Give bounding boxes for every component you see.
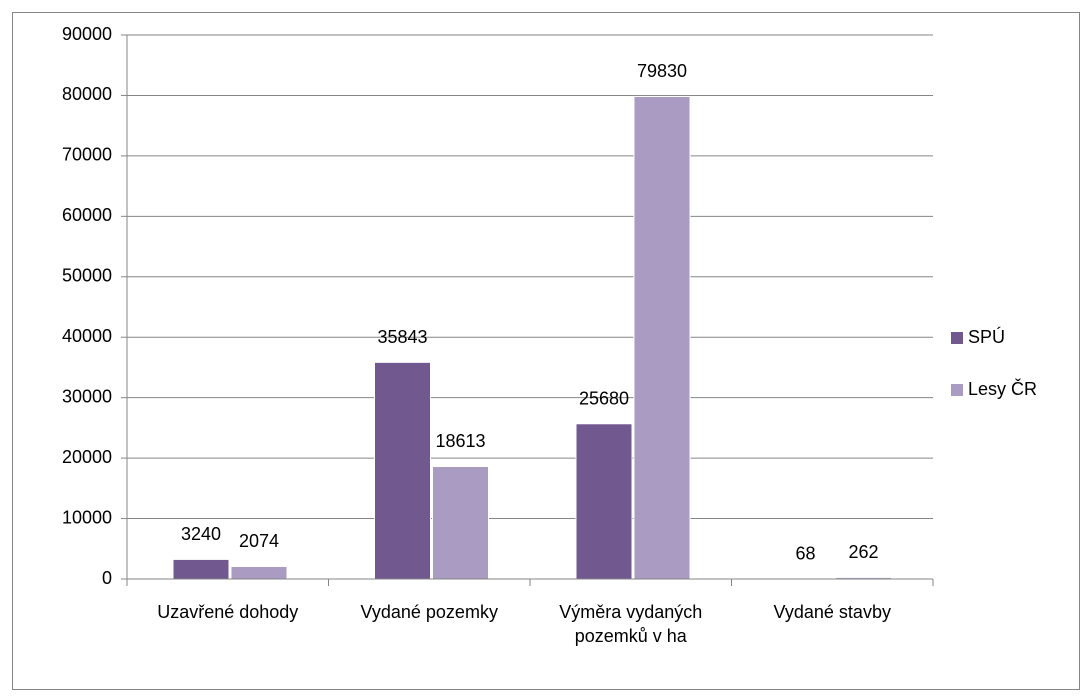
y-tick-label: 50000 xyxy=(62,266,112,286)
data-label: 2074 xyxy=(239,531,279,551)
bar xyxy=(633,95,691,580)
bar xyxy=(575,423,633,580)
data-label: 18613 xyxy=(435,431,485,451)
data-label: 25680 xyxy=(579,389,629,409)
y-tick-label: 0 xyxy=(102,568,112,588)
data-label: 262 xyxy=(848,542,878,562)
bar xyxy=(432,465,489,580)
y-tick-label: 70000 xyxy=(62,145,112,165)
y-tick-label: 20000 xyxy=(62,447,112,467)
data-label: 68 xyxy=(795,543,815,563)
bar xyxy=(374,361,431,580)
legend-swatch xyxy=(951,332,963,344)
y-tick-label: 80000 xyxy=(62,84,112,104)
y-tick-label: 30000 xyxy=(62,386,112,406)
x-tick-label: Uzavřené dohody xyxy=(157,602,299,622)
bar xyxy=(172,558,230,580)
x-tick-label: Vydané pozemky xyxy=(360,602,498,622)
legend-label: SPÚ xyxy=(968,326,1005,347)
x-tick-label: Výměra vydaných pozemků v ha xyxy=(559,602,703,646)
bar xyxy=(230,565,288,580)
chart-border xyxy=(12,12,1080,690)
y-tick-label: 10000 xyxy=(62,507,112,527)
legend-swatch xyxy=(951,384,963,396)
y-tick-label: 60000 xyxy=(62,205,112,225)
y-tick-label: 40000 xyxy=(62,326,112,346)
data-label: 3240 xyxy=(181,524,221,544)
x-tick-label: Vydané stavby xyxy=(773,602,891,622)
y-tick-label: 90000 xyxy=(62,24,112,44)
legend-label: Lesy ČR xyxy=(968,378,1037,399)
data-label: 79830 xyxy=(637,61,687,81)
data-label: 35843 xyxy=(377,327,427,347)
